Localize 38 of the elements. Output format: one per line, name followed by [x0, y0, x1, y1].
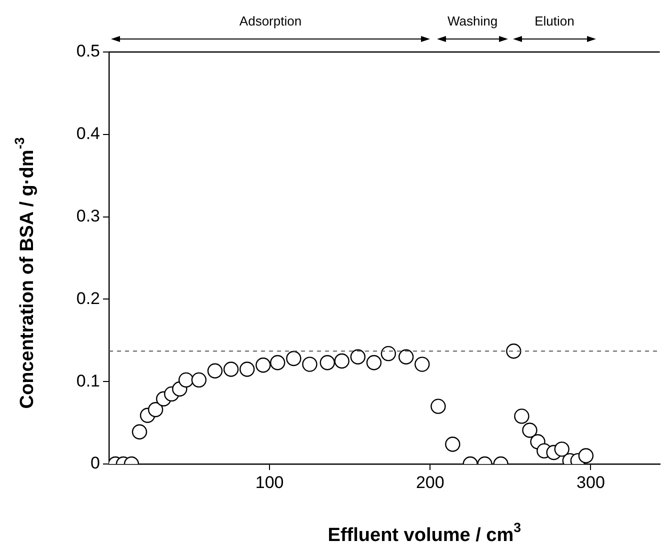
point — [522, 422, 538, 438]
point — [334, 353, 350, 369]
point — [578, 448, 594, 464]
point — [132, 424, 148, 440]
point — [223, 362, 239, 377]
y-tick-label: 0.3 — [76, 206, 100, 226]
point — [554, 442, 570, 457]
x-tick-label: 300 — [576, 472, 605, 492]
y-tick-label: 0.4 — [76, 124, 100, 144]
point — [445, 436, 460, 452]
point — [430, 398, 446, 414]
y-tick-label: 0.1 — [76, 371, 100, 390]
text: Adsorption — [239, 14, 302, 29]
point — [286, 350, 302, 366]
y-tick-label: 0 — [90, 454, 100, 473]
point — [366, 355, 382, 370]
y-tick-label: 0.5 — [76, 42, 100, 61]
point — [380, 346, 396, 362]
x-tick-label: 100 — [255, 472, 284, 492]
x-tick-label: 200 — [416, 472, 444, 492]
point — [320, 355, 335, 370]
text: Washing — [447, 14, 498, 29]
point — [350, 349, 366, 364]
point — [148, 402, 164, 418]
point — [414, 356, 430, 372]
point — [506, 344, 522, 359]
point — [240, 362, 255, 377]
point — [270, 355, 286, 370]
point — [178, 372, 194, 388]
y-tick-label: 0.2 — [76, 288, 100, 308]
y-axis-title: Concentration of BSA / g·dm-3 — [12, 137, 38, 409]
point — [191, 372, 207, 388]
point — [302, 356, 318, 372]
point — [398, 349, 414, 364]
point — [256, 358, 271, 373]
point — [514, 408, 530, 424]
point — [207, 363, 223, 378]
text: Elution — [534, 14, 574, 29]
